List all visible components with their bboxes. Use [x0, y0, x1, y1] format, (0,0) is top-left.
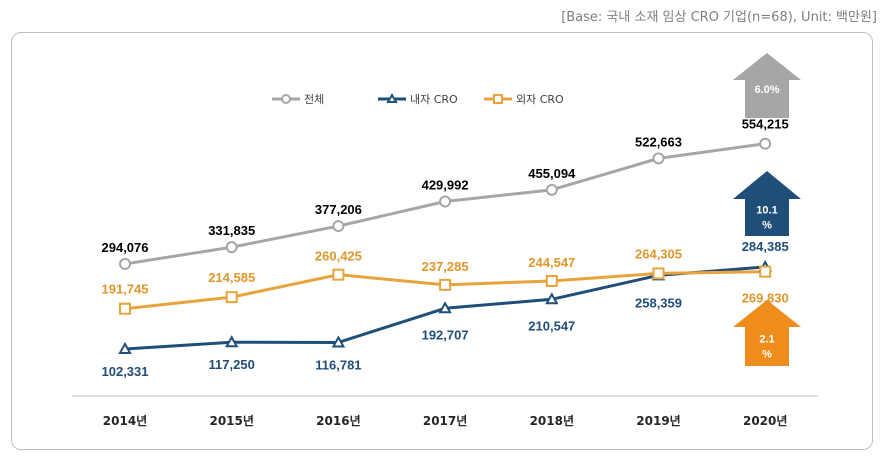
data-label: 210,547 — [528, 318, 575, 333]
data-label: 429,992 — [422, 178, 469, 193]
data-label: 258,359 — [635, 295, 682, 310]
data-label: 554,215 — [742, 117, 789, 132]
data-point-marker — [225, 241, 238, 254]
data-point-marker — [652, 267, 665, 280]
data-point-marker — [439, 278, 452, 291]
data-point-marker — [225, 291, 238, 304]
legend-label: 내자 CRO — [410, 93, 458, 106]
data-label: 377,206 — [315, 202, 362, 217]
data-point-marker — [439, 195, 452, 208]
data-point-marker — [332, 220, 345, 233]
data-point-marker — [119, 302, 131, 315]
data-point-marker — [652, 152, 665, 165]
data-point-marker — [545, 292, 559, 305]
x-tick-label: 2016년 — [316, 414, 360, 428]
data-label: 117,250 — [209, 357, 255, 372]
data-label: 192,707 — [422, 327, 469, 342]
data-label: 269,830 — [742, 291, 789, 306]
data-point-marker — [545, 274, 558, 287]
x-tick-label: 2015년 — [209, 414, 253, 428]
growth-rate-text: 2.1% — [759, 334, 774, 361]
legend-item: 전체 — [272, 93, 324, 106]
data-label: 102,331 — [102, 364, 149, 379]
data-label: 331,835 — [208, 223, 255, 238]
growth-arrow: 6.0% — [733, 53, 801, 118]
x-tick-label: 2019년 — [636, 414, 680, 428]
x-tick-label: 2014년 — [103, 414, 147, 428]
data-label: 522,663 — [635, 134, 682, 149]
growth-arrow: 2.1% — [733, 300, 801, 366]
data-label: 284,385 — [742, 239, 789, 254]
legend-item: 내자 CRO — [378, 92, 458, 106]
data-point-marker — [332, 268, 345, 281]
chart-frame — [11, 32, 873, 450]
legend-label: 외자 CRO — [516, 93, 564, 106]
data-label: 116,781 — [315, 357, 361, 372]
base-unit-note: [Base: 국내 소재 임상 CRO 기업(n=68), Unit: 백만원] — [561, 10, 877, 25]
data-label: 214,585 — [208, 270, 255, 285]
data-label: 244,547 — [528, 255, 575, 270]
x-tick-label: 2020년 — [743, 414, 787, 428]
x-tick-label: 2018년 — [530, 414, 574, 428]
data-point-marker — [331, 335, 346, 348]
data-point-marker — [759, 137, 772, 150]
data-point-marker — [225, 335, 239, 348]
data-label: 264,305 — [635, 246, 682, 261]
data-label: 260,425 — [315, 249, 362, 264]
data-point-marker — [118, 341, 132, 354]
legend-label: 전체 — [304, 93, 324, 106]
data-label: 237,285 — [422, 259, 469, 274]
data-point-marker — [759, 265, 772, 278]
data-point-marker — [438, 301, 452, 314]
data-point-marker — [545, 183, 558, 196]
growth-rate-text: 6.0% — [754, 84, 779, 96]
x-tick-label: 2017년 — [423, 414, 467, 428]
data-label: 191,745 — [102, 282, 149, 297]
data-label: 294,076 — [102, 240, 149, 255]
legend-item: 외자 CRO — [484, 93, 564, 106]
growth-rate-text: 10.1% — [756, 205, 777, 232]
growth-arrow: 10.1% — [733, 171, 801, 236]
data-label: 455,094 — [528, 166, 576, 181]
data-point-marker — [119, 257, 131, 270]
